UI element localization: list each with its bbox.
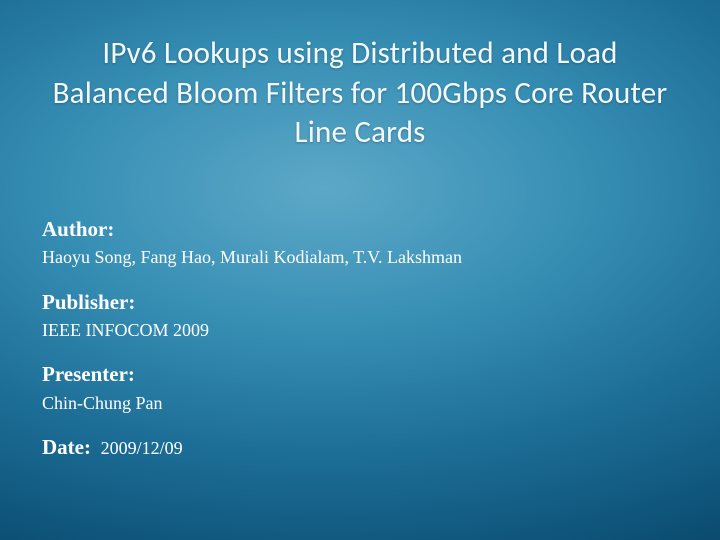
publisher-row: Publisher: IEEE INFOCOM 2009 xyxy=(42,288,640,343)
presenter-row: Presenter: Chin-Chung Pan xyxy=(42,360,640,415)
date-row: Date: 2009/12/09 xyxy=(42,433,640,461)
presenter-value: Chin-Chung Pan xyxy=(42,391,640,415)
author-row: Author: Haoyu Song, Fang Hao, Murali Kod… xyxy=(42,215,640,270)
author-label: Author: xyxy=(42,217,114,241)
publisher-value: IEEE INFOCOM 2009 xyxy=(42,318,640,342)
publisher-label: Publisher: xyxy=(42,290,135,314)
slide-body: Author: Haoyu Song, Fang Hao, Murali Kod… xyxy=(42,215,640,479)
author-value: Haoyu Song, Fang Hao, Murali Kodialam, T… xyxy=(42,245,640,269)
slide-title: IPv6 Lookups using Distributed and Load … xyxy=(42,34,678,153)
slide: IPv6 Lookups using Distributed and Load … xyxy=(0,0,720,540)
presenter-label: Presenter: xyxy=(42,362,135,386)
date-value: 2009/12/09 xyxy=(101,438,183,458)
date-label: Date: xyxy=(42,435,91,459)
